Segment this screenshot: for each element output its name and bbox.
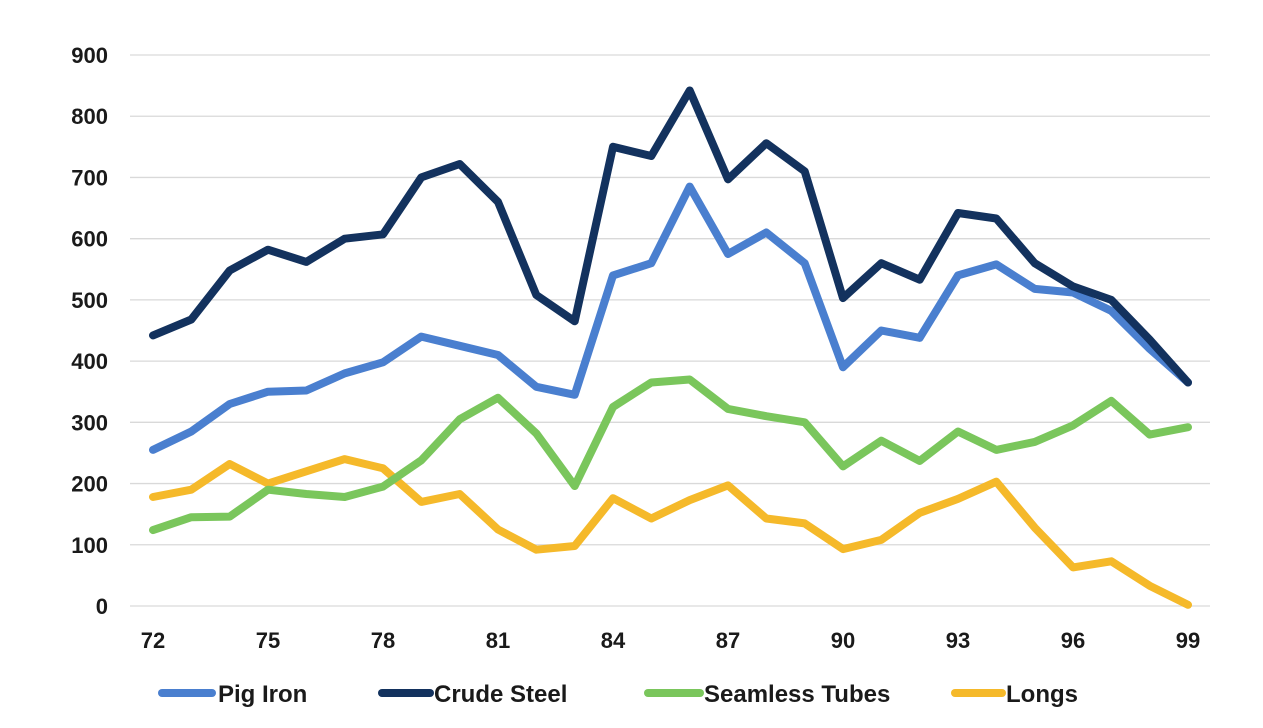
y-tick-label: 600 [71, 227, 108, 252]
legend-item-longs: Longs [951, 681, 1078, 708]
x-tick-label: 93 [946, 628, 970, 653]
x-tick-label: 84 [601, 628, 626, 653]
y-tick-label: 700 [71, 165, 108, 190]
series-line-crude-steel [149, 86, 1192, 387]
x-tick-label: 78 [371, 628, 395, 653]
x-tick-label: 90 [831, 628, 855, 653]
series-line-pig-iron [149, 182, 1192, 454]
legend-item-crude-steel: Crude Steel [378, 681, 567, 708]
x-tick-label: 81 [486, 628, 510, 653]
series-line-seamless-tubes [149, 375, 1192, 535]
x-tick-label: 99 [1176, 628, 1200, 653]
legend: Pig Iron Crude Steel Seamless Tubes Longs [158, 681, 1078, 708]
legend-item-seamless-tubes: Seamless Tubes [644, 681, 890, 708]
legend-label-longs: Longs [1006, 681, 1078, 708]
x-axis-ticks: 72 75 78 81 84 87 90 93 96 99 [141, 628, 1200, 653]
y-tick-label: 500 [71, 288, 108, 313]
y-tick-label: 900 [71, 43, 108, 68]
y-tick-label: 300 [71, 410, 108, 435]
legend-label-pig-iron: Pig Iron [218, 681, 307, 708]
y-tick-label: 200 [71, 472, 108, 497]
legend-label-seamless-tubes: Seamless Tubes [704, 681, 890, 708]
y-tick-label: 400 [71, 349, 108, 374]
series-lines [149, 86, 1192, 609]
legend-label-crude-steel: Crude Steel [434, 681, 567, 708]
x-tick-label: 96 [1061, 628, 1085, 653]
x-tick-label: 75 [256, 628, 280, 653]
series-line-longs [149, 455, 1192, 609]
legend-item-pig-iron: Pig Iron [158, 681, 307, 708]
y-axis-ticks: 0 100 200 300 400 500 600 700 800 900 [71, 43, 108, 619]
y-tick-label: 100 [71, 533, 108, 558]
y-tick-label: 0 [96, 594, 108, 619]
x-tick-label: 72 [141, 628, 165, 653]
x-tick-label: 87 [716, 628, 740, 653]
gridlines [130, 54, 1210, 607]
y-tick-label: 800 [71, 104, 108, 129]
